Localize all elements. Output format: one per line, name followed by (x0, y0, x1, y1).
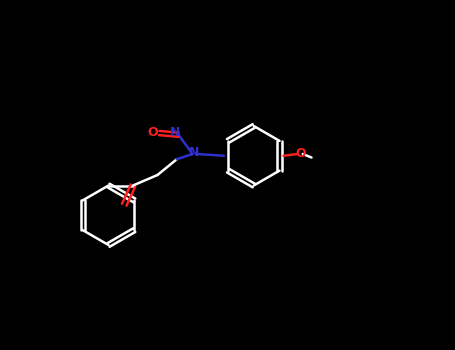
Text: N: N (189, 146, 199, 159)
Text: N: N (170, 126, 180, 140)
Text: O: O (295, 147, 306, 161)
Text: O: O (147, 126, 158, 139)
